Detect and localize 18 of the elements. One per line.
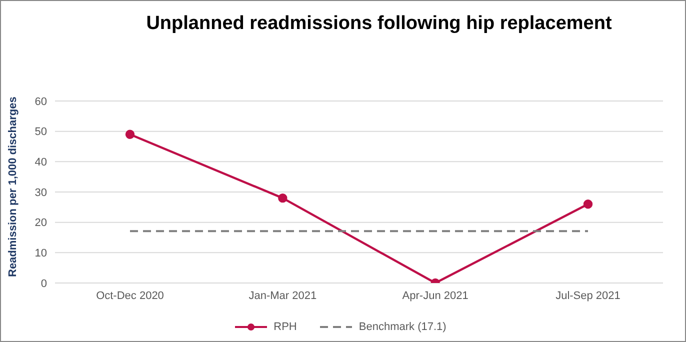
legend-label: RPH — [274, 321, 297, 333]
point — [278, 193, 288, 203]
y-tick-label: 40 — [34, 156, 47, 169]
chart-title: Unplanned readmissions following hip replacement — [145, 13, 613, 35]
point — [125, 130, 135, 139]
y-tick-label: 20 — [34, 217, 47, 230]
y-tick-label: 60 — [34, 96, 47, 108]
x-tick-label: Oct-Dec 2020 — [96, 290, 164, 302]
y-tick-label: 10 — [34, 248, 47, 260]
y-axis-title: Readmission per 1,000 discharges — [6, 96, 19, 277]
x-tick-label: Jul-Sep 2021 — [556, 290, 620, 302]
x-tick-label: Jan-Mar 2021 — [248, 290, 317, 302]
y-tick-label: 50 — [34, 126, 47, 138]
legend-label: Benchmark (17.1) — [358, 321, 446, 333]
point — [583, 200, 593, 209]
y-tick-label: 0 — [40, 278, 47, 290]
y-tick-label: 30 — [34, 186, 47, 199]
x-tick-label: Apr-Jun 2021 — [402, 290, 468, 302]
